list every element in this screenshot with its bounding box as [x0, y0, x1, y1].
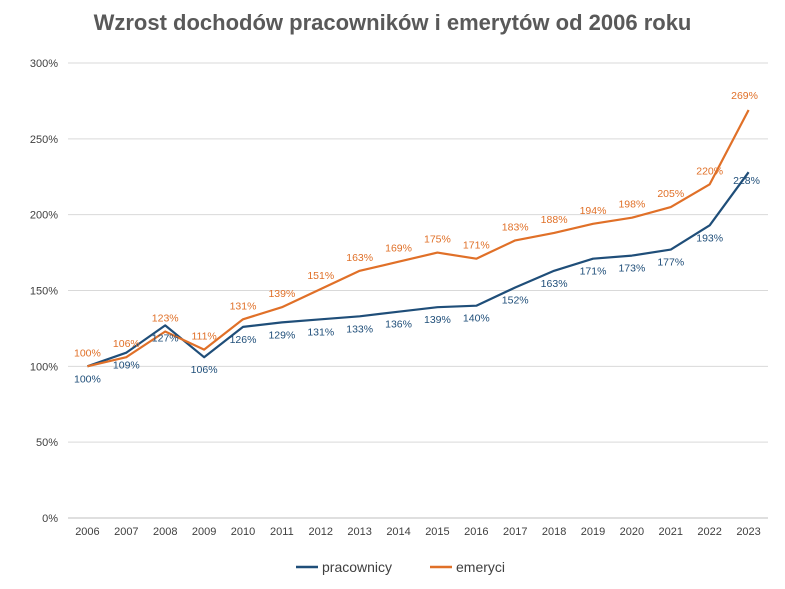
data-label-pracownicy: 152%	[502, 294, 529, 306]
data-label-pracownicy: 106%	[191, 364, 218, 376]
data-label-emeryci: 151%	[307, 270, 334, 282]
chart-title: Wzrost dochodów pracowników i emerytów o…	[93, 10, 692, 35]
y-tick-label: 50%	[36, 437, 58, 449]
y-tick-label: 150%	[30, 286, 58, 298]
data-label-emeryci: 205%	[657, 188, 684, 200]
x-tick-label: 2014	[386, 526, 410, 538]
x-tick-label: 2015	[425, 526, 449, 538]
data-label-pracownicy: 127%	[152, 332, 179, 344]
data-label-emeryci: 198%	[618, 199, 645, 211]
data-label-emeryci: 163%	[346, 252, 373, 264]
legend: pracownicy emeryci	[296, 559, 505, 575]
data-label-emeryci: 111%	[191, 331, 216, 343]
data-label-emeryci: 100%	[74, 347, 101, 359]
data-label-pracownicy: 163%	[541, 278, 568, 290]
x-tick-label: 2009	[192, 526, 216, 538]
data-label-emeryci: 175%	[424, 234, 451, 246]
series-lines	[87, 109, 750, 368]
x-tick-label: 2019	[581, 526, 605, 538]
series-line-emeryci	[87, 109, 750, 368]
data-label-emeryci: 169%	[385, 243, 412, 255]
x-tick-label: 2010	[231, 526, 255, 538]
data-label-pracownicy: 129%	[268, 329, 295, 341]
data-label-pracownicy: 228%	[733, 175, 760, 187]
data-label-emeryci: 269%	[731, 90, 758, 102]
x-tick-label: 2008	[153, 526, 177, 538]
x-tick-label: 2013	[347, 526, 371, 538]
x-tick-label: 2007	[114, 526, 138, 538]
data-label-pracownicy: 171%	[580, 266, 607, 278]
legend-label-pracownicy: pracownicy	[322, 559, 392, 575]
data-label-emeryci: 194%	[580, 205, 607, 217]
x-tick-label: 2017	[503, 526, 527, 538]
data-label-pracownicy: 177%	[657, 257, 684, 269]
x-tick-label: 2022	[697, 526, 721, 538]
y-tick-label: 300%	[30, 58, 58, 70]
data-label-emeryci: 220%	[696, 165, 723, 177]
data-label-pracownicy: 109%	[113, 360, 140, 372]
data-label-emeryci: 171%	[463, 240, 490, 252]
data-label-emeryci: 139%	[268, 288, 295, 300]
legend-label-emeryci: emeryci	[456, 559, 505, 575]
data-label-emeryci: 131%	[230, 300, 257, 312]
data-label-emeryci: 106%	[113, 338, 140, 350]
data-labels: 100% 109% 127% 106% 126% 129% 131% 133% 136% 139%…	[74, 90, 760, 385]
y-tick-label: 200%	[30, 210, 58, 222]
y-axis-ticks: 0% 50% 100% 150% 200% 250% 300%	[30, 58, 58, 525]
data-label-pracownicy: 126%	[230, 334, 257, 346]
gridlines	[68, 62, 768, 519]
data-label-pracownicy: 139%	[424, 314, 451, 326]
x-tick-label: 2011	[270, 526, 294, 538]
x-tick-label: 2018	[542, 526, 566, 538]
x-tick-label: 2012	[309, 526, 333, 538]
y-tick-label: 100%	[30, 361, 58, 373]
y-tick-label: 0%	[42, 513, 58, 525]
x-axis-ticks: 2006 2007 2008 2009 2010 2011 2012 2013 2014 2015…	[75, 526, 761, 538]
data-label-pracownicy: 100%	[74, 373, 101, 385]
y-tick-label: 250%	[30, 134, 58, 146]
data-label-pracownicy: 131%	[307, 326, 334, 338]
data-label-pracownicy: 193%	[696, 232, 723, 244]
data-label-pracownicy: 173%	[618, 263, 645, 275]
data-label-pracownicy: 133%	[346, 323, 373, 335]
x-tick-label: 2006	[75, 526, 99, 538]
x-tick-label: 2020	[620, 526, 644, 538]
data-label-emeryci: 183%	[502, 221, 529, 233]
data-label-emeryci: 123%	[152, 312, 179, 324]
series-line-pracownicy	[87, 171, 750, 368]
x-tick-label: 2021	[659, 526, 683, 538]
data-label-pracownicy: 136%	[385, 319, 412, 331]
data-label-emeryci: 188%	[541, 214, 568, 226]
data-label-pracownicy: 140%	[463, 313, 490, 325]
x-tick-label: 2023	[736, 526, 760, 538]
x-tick-label: 2016	[464, 526, 488, 538]
